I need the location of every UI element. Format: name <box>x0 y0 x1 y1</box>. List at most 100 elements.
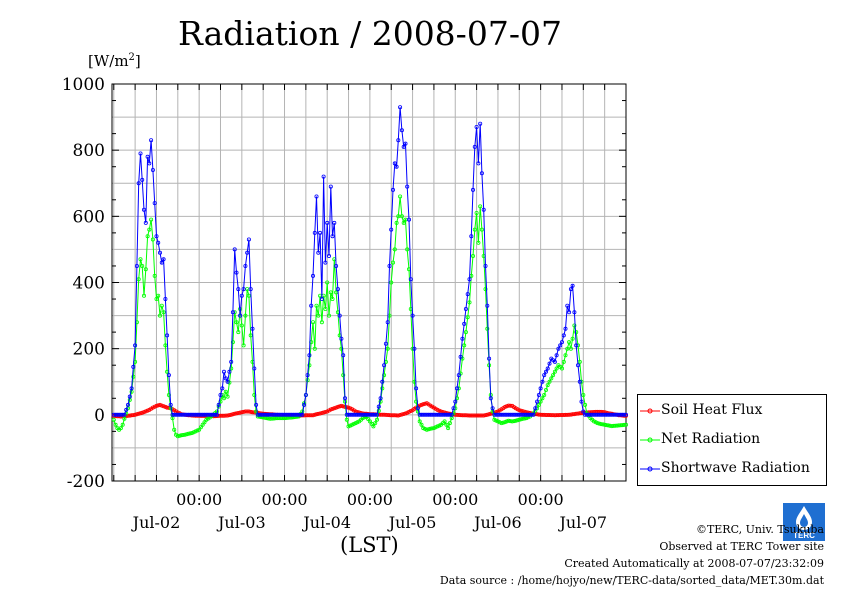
axes <box>111 83 627 482</box>
data-point-soil-heat-flux <box>422 401 427 406</box>
data-point-net-radiation <box>223 389 228 394</box>
data-point-net-radiation <box>163 343 168 348</box>
data-point-net-radiation <box>382 373 387 378</box>
data-point-net-radiation <box>326 313 331 318</box>
data-point-shortwave-radiation <box>389 227 394 232</box>
data-point-shortwave-radiation <box>214 412 219 417</box>
data-point-shortwave-radiation <box>558 343 563 348</box>
data-point-shortwave-radiation <box>390 187 395 192</box>
data-point-shortwave-radiation <box>547 361 552 366</box>
data-point-soil-heat-flux <box>572 412 577 417</box>
data-point-shortwave-radiation <box>156 240 161 245</box>
data-point-net-radiation <box>374 417 379 422</box>
data-point-shortwave-radiation <box>531 412 536 417</box>
data-point-soil-heat-flux <box>229 412 234 417</box>
data-point-soil-heat-flux <box>154 403 159 408</box>
data-point-shortwave-radiation <box>453 399 458 404</box>
data-point-net-radiation <box>239 323 244 328</box>
data-point-net-radiation <box>111 417 116 422</box>
data-point-net-radiation <box>266 416 271 421</box>
data-point-shortwave-radiation <box>568 287 573 292</box>
data-point-soil-heat-flux <box>517 408 522 413</box>
data-point-shortwave-radiation <box>536 392 541 397</box>
data-point-shortwave-radiation <box>383 341 388 346</box>
data-point-shortwave-radiation <box>309 303 314 308</box>
data-point-net-radiation <box>600 422 605 427</box>
data-point-net-radiation <box>310 320 315 325</box>
data-point-net-radiation <box>542 392 547 397</box>
data-point-net-radiation <box>149 217 154 222</box>
data-point-shortwave-radiation <box>342 396 347 401</box>
data-point-net-radiation <box>424 427 429 432</box>
chart-title: Radiation / 2008-07-07 <box>178 14 562 53</box>
data-point-soil-heat-flux <box>312 412 317 417</box>
data-point-shortwave-radiation <box>189 412 194 417</box>
data-point-net-radiation <box>367 419 372 424</box>
legend-marker-net-radiation <box>640 437 660 443</box>
observed-text: Observed at TERC Tower site <box>659 540 824 553</box>
data-point-soil-heat-flux <box>323 409 328 414</box>
data-point-shortwave-radiation <box>398 105 403 110</box>
data-point-soil-heat-flux <box>246 409 251 414</box>
data-point-net-radiation <box>620 423 625 428</box>
data-point-net-radiation <box>540 396 545 401</box>
data-point-soil-heat-flux <box>401 411 406 416</box>
data-point-net-radiation <box>506 418 511 423</box>
data-point-shortwave-radiation <box>408 277 413 282</box>
data-point-soil-heat-flux <box>234 411 239 416</box>
data-point-net-radiation <box>113 422 118 427</box>
x-tick-label-date: Jul-06 <box>472 513 522 532</box>
data-point-soil-heat-flux <box>563 412 568 417</box>
data-point-shortwave-radiation <box>576 363 581 368</box>
data-point-shortwave-radiation <box>248 287 253 292</box>
data-point-soil-heat-flux <box>223 413 228 418</box>
data-point-net-radiation <box>572 323 577 328</box>
data-point-shortwave-radiation <box>451 406 456 411</box>
data-point-shortwave-radiation <box>218 392 223 397</box>
data-point-net-radiation <box>159 303 164 308</box>
data-point-net-radiation <box>499 421 504 426</box>
data-point-net-radiation <box>515 418 520 423</box>
data-point-net-radiation <box>175 434 180 439</box>
data-point-net-radiation <box>560 366 565 371</box>
data-point-shortwave-radiation <box>335 287 340 292</box>
data-point-net-radiation <box>118 426 123 431</box>
data-point-net-radiation <box>581 392 586 397</box>
data-point-net-radiation <box>444 422 449 427</box>
series-points-shortwave-radiation <box>111 105 629 417</box>
data-point-soil-heat-flux <box>483 413 488 418</box>
data-point-soil-heat-flux <box>321 410 326 415</box>
data-point-shortwave-radiation <box>385 320 390 325</box>
data-point-net-radiation <box>221 396 226 401</box>
data-point-shortwave-radiation <box>143 220 148 225</box>
data-point-shortwave-radiation <box>560 340 565 345</box>
data-point-net-radiation <box>186 431 191 436</box>
y-tick-label: 200 <box>73 340 105 360</box>
data-point-soil-heat-flux <box>355 409 360 414</box>
data-point-shortwave-radiation <box>396 138 401 143</box>
data-point-net-radiation <box>122 416 127 421</box>
data-point-shortwave-radiation <box>330 234 335 239</box>
data-point-net-radiation <box>131 374 136 379</box>
data-point-shortwave-radiation <box>157 250 162 255</box>
data-point-shortwave-radiation <box>567 310 572 315</box>
data-point-net-radiation <box>188 431 193 436</box>
y-tick-label: -200 <box>67 472 105 492</box>
data-point-soil-heat-flux <box>227 413 232 418</box>
data-point-net-radiation <box>544 387 549 392</box>
legend-item-soil-heat-flux: Soil Heat Flux <box>638 401 826 421</box>
data-point-soil-heat-flux <box>221 413 226 418</box>
data-point-shortwave-radiation <box>307 353 312 358</box>
data-point-shortwave-radiation <box>182 412 187 417</box>
data-point-shortwave-radiation <box>245 250 250 255</box>
data-point-shortwave-radiation <box>472 144 477 149</box>
data-point-shortwave-radiation <box>149 138 154 143</box>
data-point-soil-heat-flux <box>508 403 513 408</box>
data-point-net-radiation <box>545 383 550 388</box>
data-point-net-radiation <box>554 366 559 371</box>
data-point-shortwave-radiation <box>229 359 234 364</box>
data-point-net-radiation <box>426 427 431 432</box>
data-point-soil-heat-flux <box>133 412 138 417</box>
data-point-shortwave-radiation <box>533 406 538 411</box>
